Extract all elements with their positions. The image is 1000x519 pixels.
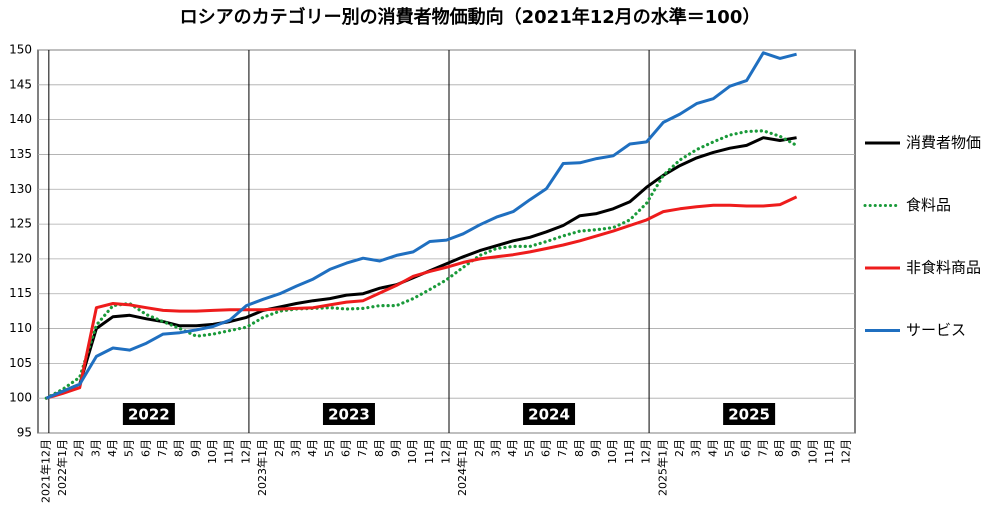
x-tick-label: 2024年1月 [455, 439, 469, 496]
year-label: 2023 [322, 403, 375, 425]
year-label-box [723, 403, 776, 425]
series-line [45, 136, 797, 400]
x-tick-label: 11月 [223, 439, 236, 464]
x-tick-label: 3月 [89, 439, 102, 457]
year-label-box [122, 403, 175, 425]
x-tick-label: 4月 [706, 439, 719, 457]
x-tick-label: 5月 [523, 439, 536, 457]
y-tick-label: 95 [17, 426, 32, 440]
year-label-text: 2023 [328, 406, 370, 424]
x-tick-label: 6月 [339, 439, 352, 457]
x-tick-label: 3月 [490, 439, 503, 457]
x-tick-label: 2月 [73, 439, 86, 457]
legend-label: サービス [906, 321, 966, 339]
y-tick-label: 110 [9, 321, 32, 335]
year-label-box [523, 403, 576, 425]
x-tick-label: 3月 [690, 439, 703, 457]
x-tick-label: 12月 [239, 439, 252, 464]
year-label-text: 2022 [128, 406, 170, 424]
x-tick-label: 6月 [139, 439, 152, 457]
y-tick-label: 105 [9, 356, 32, 370]
x-tick-label: 9月 [790, 439, 803, 457]
y-tick-label: 150 [9, 43, 32, 57]
x-tick-label: 7月 [556, 439, 569, 457]
x-tick-label: 5月 [323, 439, 336, 457]
x-tick-label: 10月 [206, 439, 219, 464]
x-tick-label: 9月 [389, 439, 402, 457]
x-tick-label: 5月 [123, 439, 136, 457]
year-label: 2025 [723, 403, 776, 425]
x-tick-label: 8月 [173, 439, 186, 457]
year-label-box [322, 403, 375, 425]
y-tick-label: 135 [9, 147, 32, 161]
legend-label: 消費者物価 [906, 134, 981, 152]
x-tick-label: 8月 [773, 439, 786, 457]
x-tick-label: 2022年1月 [55, 439, 69, 496]
x-tick-label: 12月 [840, 439, 853, 464]
x-tick-label: 12月 [440, 439, 453, 464]
y-tick-label: 125 [9, 217, 32, 231]
y-tick-label: 130 [9, 182, 32, 196]
x-tick-label: 2023年1月 [255, 439, 269, 496]
y-tick-label: 120 [9, 251, 32, 265]
x-tick-label: 9月 [189, 439, 202, 457]
y-tick-label: 100 [9, 391, 32, 405]
x-tick-label: 8月 [573, 439, 586, 457]
series-line [45, 51, 797, 400]
year-label-text: 2024 [528, 406, 570, 424]
year-label: 2024 [523, 403, 576, 425]
x-tick-label: 2021年12月 [38, 439, 52, 503]
x-tick-label: 6月 [540, 439, 553, 457]
x-tick-label: 4月 [506, 439, 519, 457]
x-tick-label: 12月 [640, 439, 653, 464]
series-line [44, 129, 799, 400]
x-tick-label: 10月 [606, 439, 619, 464]
series-line [45, 195, 798, 400]
x-tick-label: 2月 [273, 439, 286, 457]
y-tick-label: 115 [9, 286, 32, 300]
year-label-text: 2025 [728, 406, 770, 424]
x-tick-label: 2月 [473, 439, 486, 457]
x-tick-label: 7月 [156, 439, 169, 457]
x-tick-label: 5月 [723, 439, 736, 457]
x-tick-label: 7月 [756, 439, 769, 457]
x-tick-label: 10月 [406, 439, 419, 464]
x-tick-label: 4月 [106, 439, 119, 457]
x-tick-label: 11月 [823, 439, 836, 464]
year-label: 2022 [122, 403, 175, 425]
x-tick-label: 8月 [373, 439, 386, 457]
x-tick-label: 4月 [306, 439, 319, 457]
x-tick-label: 2月 [673, 439, 686, 457]
x-tick-label: 11月 [623, 439, 636, 464]
legend-label: 非食料商品 [906, 259, 981, 277]
x-tick-label: 7月 [356, 439, 369, 457]
x-tick-label: 10月 [806, 439, 819, 464]
chart-title: ロシアのカテゴリー別の消費者物価動向（2021年12月の水準＝100） [180, 6, 761, 28]
x-tick-label: 2025年1月 [655, 439, 669, 496]
y-tick-label: 145 [9, 77, 32, 91]
x-tick-label: 11月 [423, 439, 436, 464]
y-tick-label: 140 [9, 112, 32, 126]
x-tick-label: 3月 [289, 439, 302, 457]
x-tick-label: 6月 [740, 439, 753, 457]
legend-label: 食料品 [906, 196, 951, 214]
x-tick-label: 9月 [590, 439, 603, 457]
